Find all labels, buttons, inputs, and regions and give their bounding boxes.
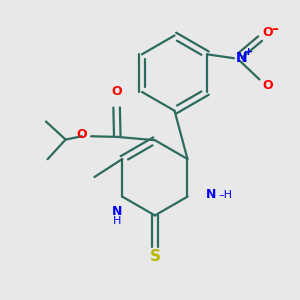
Text: N: N xyxy=(112,205,123,218)
Text: S: S xyxy=(149,249,161,264)
Text: –: – xyxy=(272,22,279,36)
Text: +: + xyxy=(244,47,253,57)
Text: O: O xyxy=(111,85,122,98)
Text: –H: –H xyxy=(219,190,232,200)
Text: H: H xyxy=(113,216,122,226)
Text: N: N xyxy=(206,188,216,202)
Text: N: N xyxy=(236,51,247,65)
Text: O: O xyxy=(76,128,87,141)
Text: O: O xyxy=(262,79,273,92)
Text: O: O xyxy=(263,26,273,39)
